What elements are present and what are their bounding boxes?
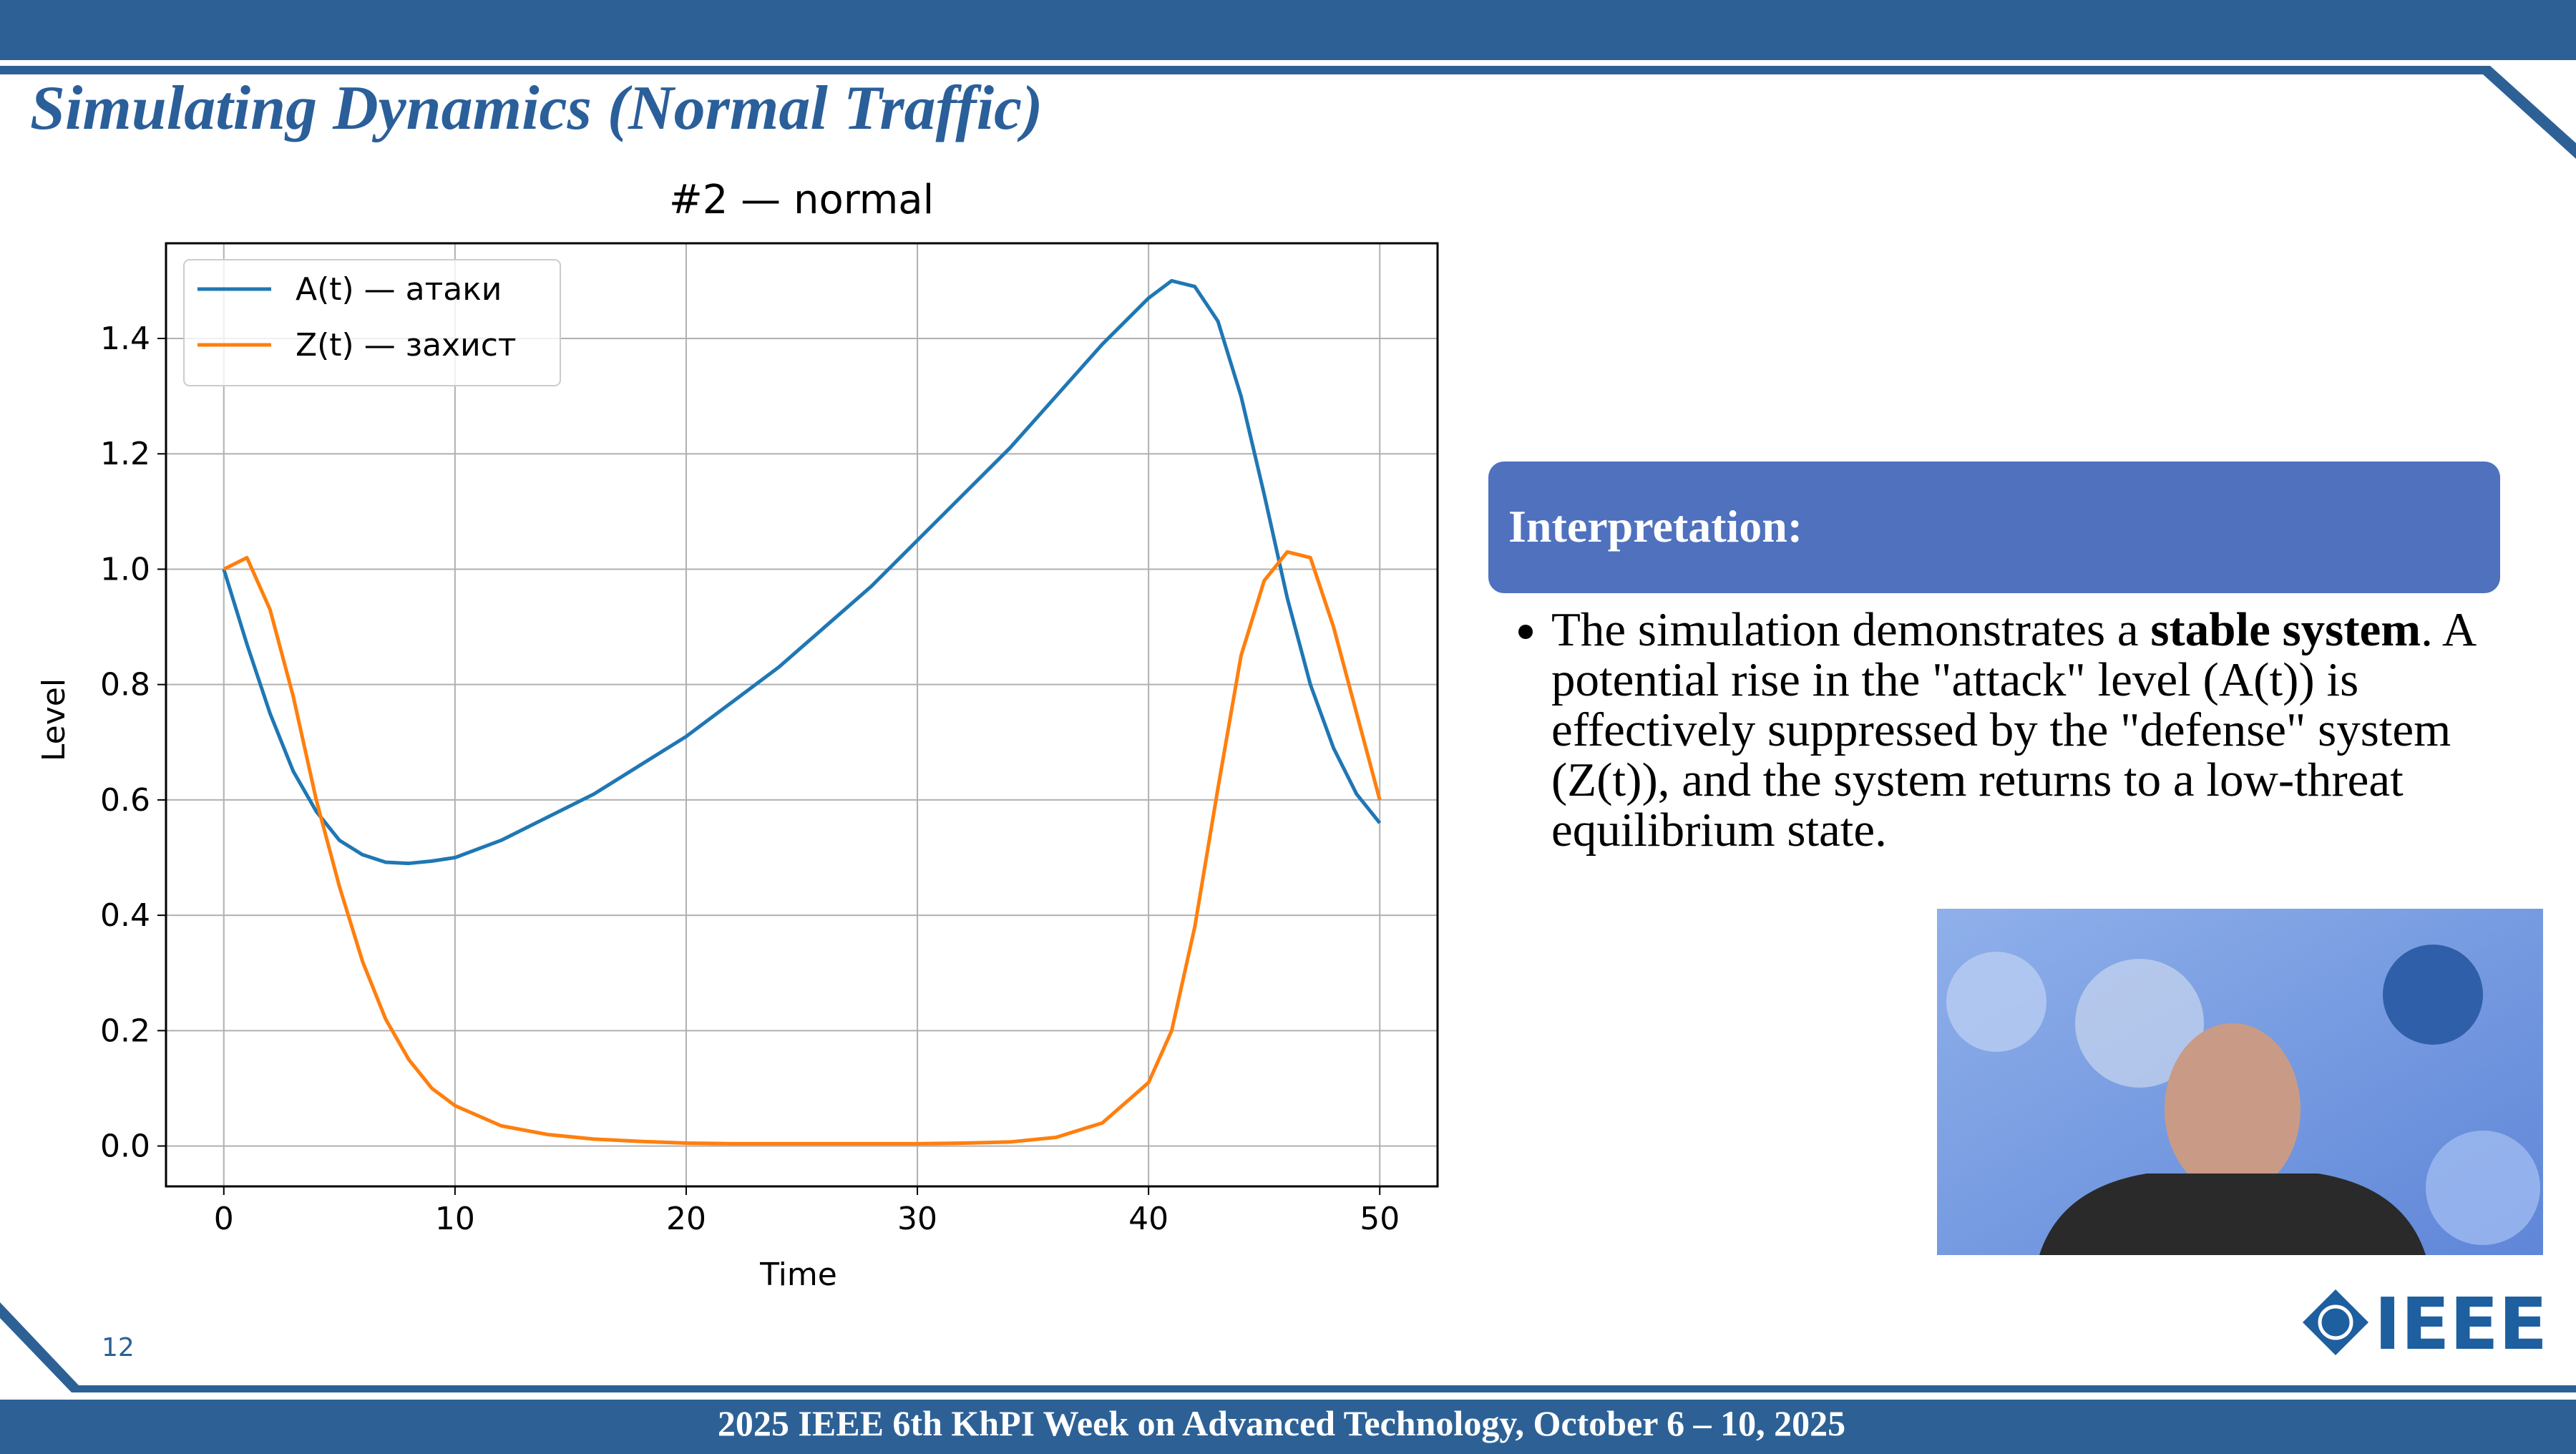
x-tick-label: 0 <box>214 1201 234 1237</box>
x-axis-label: Time <box>759 1257 837 1293</box>
panel-heading-box <box>1488 462 2500 593</box>
footer-text: 2025 IEEE 6th KhPI Week on Advanced Tech… <box>718 1403 1845 1443</box>
y-tick-label: 1.2 <box>100 436 150 472</box>
x-tick-label: 20 <box>666 1201 706 1237</box>
y-tick-label: 0.4 <box>100 897 150 934</box>
legend-label: A(t) — атаки <box>296 271 502 308</box>
x-tick-label: 40 <box>1128 1201 1169 1237</box>
footer-rule <box>0 1302 2576 1392</box>
y-tick-label: 1.0 <box>100 551 150 587</box>
bullet-list: The simulation demonstrates a stable sys… <box>1517 605 2553 855</box>
x-tick-label: 30 <box>897 1201 937 1237</box>
plot-area <box>166 243 1438 1186</box>
panel-heading: Interpretation: <box>1508 501 1802 552</box>
y-tick-label: 0.8 <box>100 667 150 703</box>
footer-bar <box>0 1400 2576 1454</box>
legend-box <box>183 259 561 386</box>
logo-mark <box>2318 1304 2353 1340</box>
bullet-item: The simulation demonstrates a stable sys… <box>1551 605 2553 855</box>
bullet-text: The simulation demonstrates a <box>1551 603 2151 656</box>
y-tick-label: 0.6 <box>100 782 150 819</box>
bullet-text: . A potential rise in the "attack" level… <box>1551 603 2474 857</box>
x-tick-label: 10 <box>435 1201 475 1237</box>
logo-text: IEEE <box>2374 1282 2547 1366</box>
slide-title: Simulating Dynamics (Normal Traffic) <box>30 74 1043 143</box>
y-axis-label: Level <box>36 678 72 761</box>
page-number: 12 <box>102 1333 135 1362</box>
series-line <box>222 278 1382 866</box>
plot-frame <box>165 242 1439 1188</box>
y-tick-label: 0.2 <box>100 1013 150 1049</box>
webcam <box>1937 909 2543 1255</box>
bullet-bold: stable system <box>2150 603 2421 656</box>
x-tick-label: 50 <box>1360 1201 1400 1237</box>
chart-title: #2 — normal <box>669 177 934 223</box>
y-tick-label: 0.0 <box>100 1128 150 1165</box>
legend-label: Z(t) — захист <box>296 327 517 364</box>
y-tick-label: 1.4 <box>100 321 150 357</box>
series-line <box>223 550 1382 1146</box>
logo-mark <box>2303 1289 2368 1355</box>
header-bar <box>0 0 2576 60</box>
